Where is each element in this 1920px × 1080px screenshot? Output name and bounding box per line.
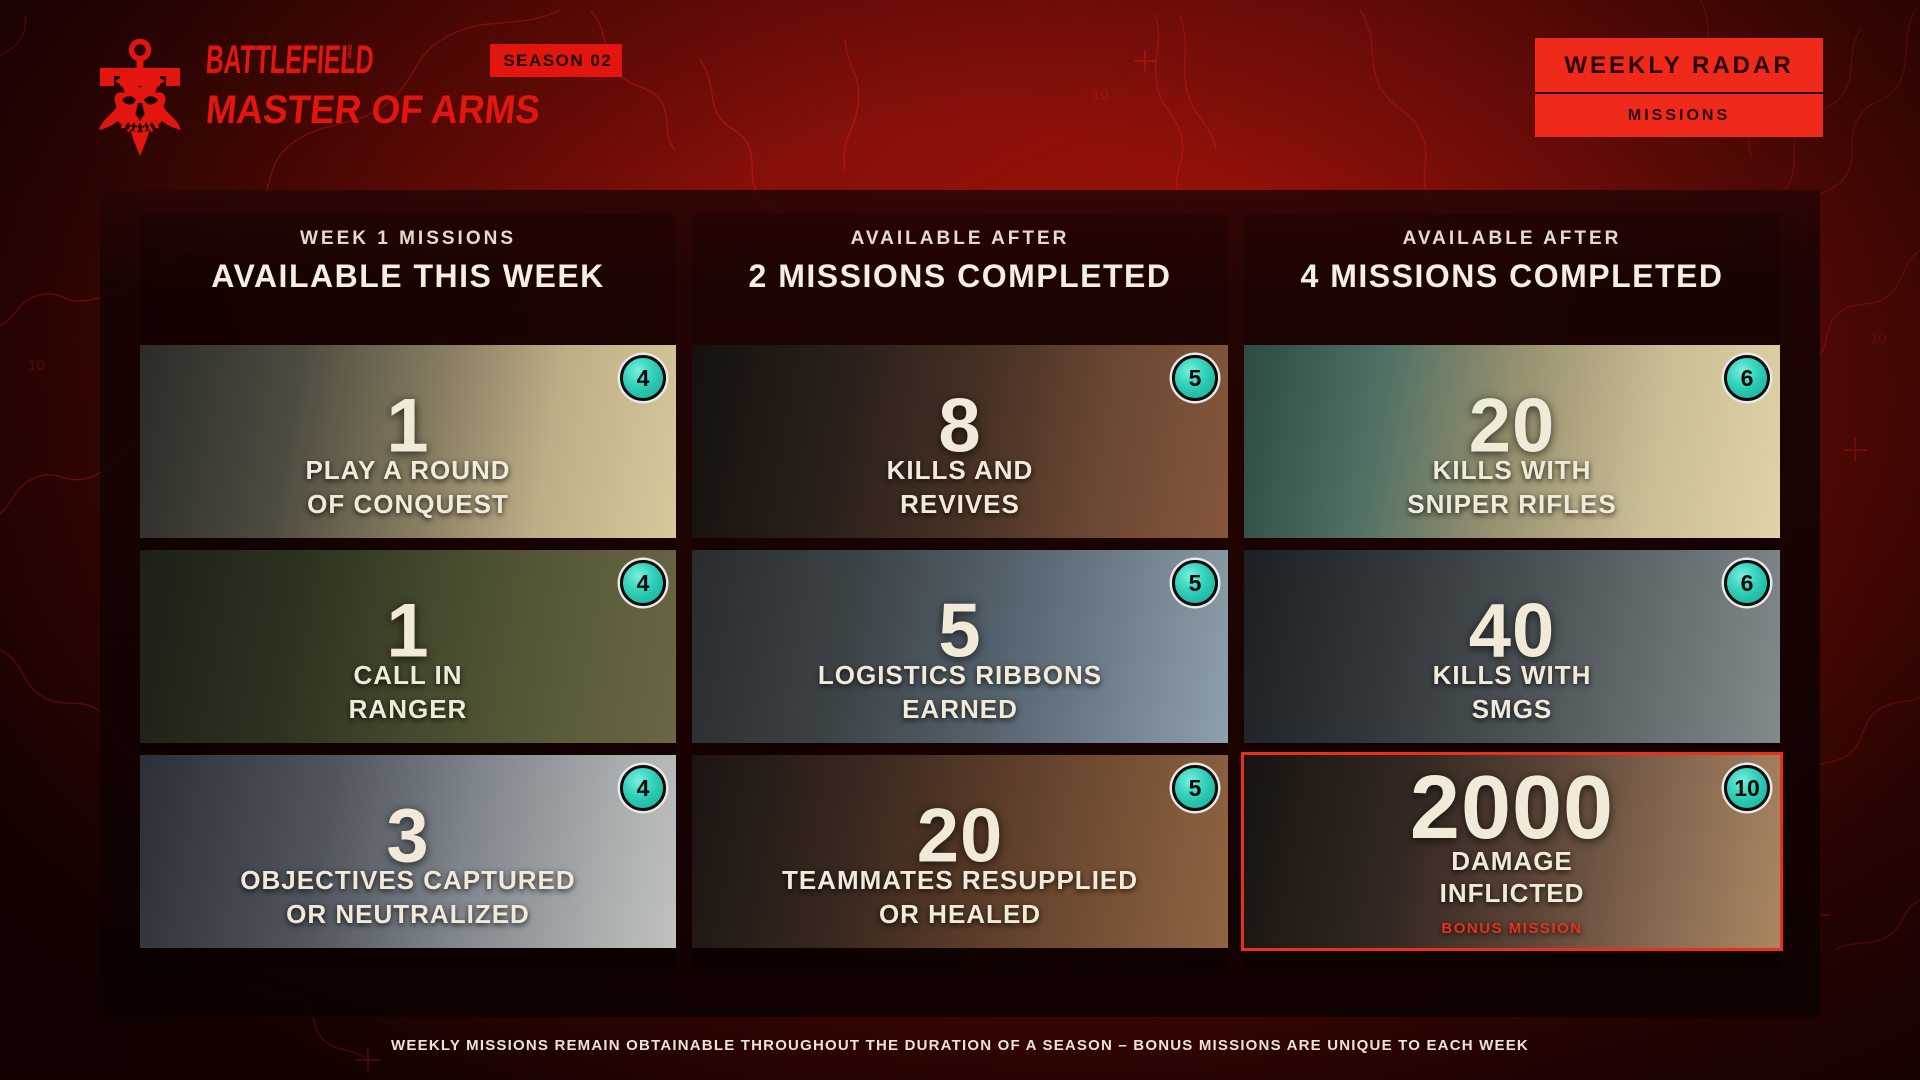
svg-text:10: 10 xyxy=(1870,330,1887,347)
svg-text:10: 10 xyxy=(28,357,45,374)
svg-text:10: 10 xyxy=(1092,87,1109,104)
